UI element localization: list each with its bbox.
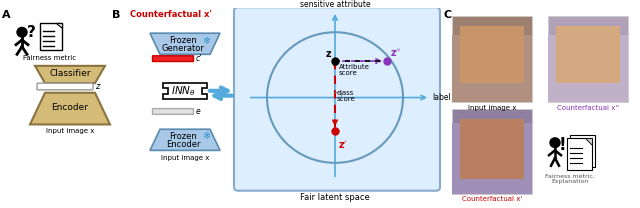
Text: ❄: ❄ [202, 36, 210, 46]
Text: Encoder: Encoder [51, 103, 88, 112]
FancyBboxPatch shape [452, 124, 532, 194]
Polygon shape [150, 129, 220, 150]
FancyBboxPatch shape [548, 35, 628, 102]
Polygon shape [150, 33, 220, 54]
FancyBboxPatch shape [570, 135, 595, 167]
FancyBboxPatch shape [152, 56, 193, 62]
Polygon shape [163, 83, 207, 99]
FancyBboxPatch shape [567, 138, 592, 170]
Text: Classifier: Classifier [49, 69, 91, 78]
Text: score: score [339, 70, 358, 76]
Text: sensitive attribute: sensitive attribute [300, 0, 371, 9]
FancyBboxPatch shape [460, 26, 524, 83]
Text: $\mathbf{z''}$: $\mathbf{z''}$ [390, 47, 401, 59]
Text: A: A [2, 10, 11, 20]
Circle shape [550, 138, 560, 147]
FancyBboxPatch shape [234, 7, 440, 191]
Text: Input image x: Input image x [161, 155, 209, 161]
FancyBboxPatch shape [548, 16, 628, 102]
Text: Generator: Generator [161, 44, 204, 53]
FancyBboxPatch shape [452, 109, 532, 194]
Text: B: B [112, 10, 120, 20]
Text: !: ! [558, 136, 566, 154]
FancyBboxPatch shape [452, 35, 532, 102]
Text: Fairness metric: Fairness metric [24, 55, 77, 61]
Text: Fair latent space: Fair latent space [300, 193, 370, 202]
Polygon shape [30, 93, 110, 124]
Text: label: label [432, 93, 451, 102]
Text: Frozen: Frozen [169, 132, 197, 141]
FancyBboxPatch shape [452, 16, 532, 102]
Text: ❄: ❄ [202, 131, 210, 141]
Text: e: e [196, 107, 201, 116]
Polygon shape [35, 66, 105, 83]
Text: Counterfactual x'': Counterfactual x'' [557, 105, 619, 111]
Text: $\mathbf{z'}$: $\mathbf{z'}$ [338, 139, 348, 151]
Text: class: class [337, 90, 355, 96]
Text: Frozen: Frozen [169, 36, 197, 45]
Text: $\mathbf{z}$: $\mathbf{z}$ [325, 49, 332, 59]
Text: z: z [95, 82, 99, 90]
Text: ?: ? [27, 25, 35, 40]
Circle shape [17, 27, 27, 37]
FancyBboxPatch shape [37, 83, 93, 90]
Text: Attribute: Attribute [339, 64, 370, 70]
Text: Counterfactual x': Counterfactual x' [130, 10, 212, 19]
Text: Encoder: Encoder [166, 140, 200, 149]
Text: Counterfactual x': Counterfactual x' [462, 197, 522, 202]
Text: score: score [337, 96, 356, 102]
FancyBboxPatch shape [460, 119, 524, 179]
FancyBboxPatch shape [152, 109, 193, 114]
Polygon shape [56, 23, 62, 28]
Text: c': c' [196, 54, 202, 63]
Text: C: C [443, 10, 451, 20]
FancyBboxPatch shape [556, 26, 620, 83]
Text: Explanation: Explanation [552, 179, 589, 184]
Text: Input image x: Input image x [468, 105, 516, 111]
Text: Fairness metric,: Fairness metric, [545, 173, 595, 178]
Text: Input image x: Input image x [46, 128, 94, 134]
Text: $INN_\theta$: $INN_\theta$ [171, 84, 195, 98]
FancyBboxPatch shape [40, 23, 62, 50]
Polygon shape [585, 138, 592, 145]
